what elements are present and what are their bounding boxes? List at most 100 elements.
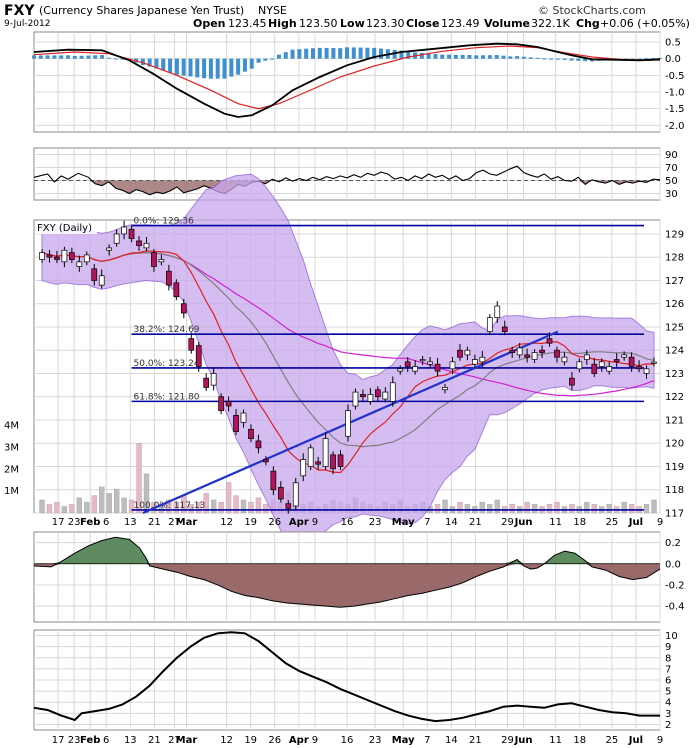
price-candle <box>554 349 560 358</box>
date-axis-label: 11 <box>549 517 562 528</box>
macd-histogram-bar <box>310 48 315 59</box>
macd-histogram-bar <box>297 49 302 59</box>
price-candle <box>218 396 224 412</box>
date-axis-label: 18 <box>573 517 586 528</box>
watermark: © StockCharts.com <box>538 4 646 17</box>
oscillator-negative-area <box>34 563 660 608</box>
price-candle <box>345 410 351 437</box>
date-axis-label: 7 <box>424 735 430 746</box>
volume-bar <box>569 504 575 514</box>
date-axis-label: 25 <box>605 517 618 528</box>
macd-histogram-bar <box>66 55 71 59</box>
macd-line <box>33 42 661 118</box>
price-y-tick-label: 120 <box>665 439 684 450</box>
price-candle <box>285 503 292 509</box>
macd-histogram-bar <box>419 52 424 59</box>
date-axis-label: Apr <box>289 517 309 528</box>
volume-bar <box>196 501 202 514</box>
price-candle <box>643 368 650 374</box>
chg-label: Chg <box>576 17 600 30</box>
lower-y-tick-label: 5 <box>665 687 671 698</box>
rsi-y-tick-label: 50 <box>665 176 678 187</box>
date-axis-label: 12 <box>220 517 233 528</box>
macd-histogram-bar <box>501 55 506 59</box>
macd-histogram-bar <box>406 51 411 59</box>
macd-histogram-bar <box>555 58 560 60</box>
volume-bar <box>509 504 515 514</box>
volume-bar <box>61 506 68 514</box>
macd-histogram-bar <box>433 54 438 59</box>
date-axis-label: 6 <box>103 735 109 746</box>
macd-histogram-bar <box>181 58 186 76</box>
macd-histogram-bar <box>637 58 642 60</box>
price-candle <box>61 249 68 263</box>
date-axis-label: Feb <box>80 735 100 746</box>
macd-histogram-bar <box>583 58 588 62</box>
date-axis-label: Jun <box>514 735 533 746</box>
price-candle <box>509 349 516 353</box>
macd-histogram-bar <box>59 55 64 59</box>
macd-histogram-bar <box>630 58 635 60</box>
date-axis-label: Mar <box>176 517 198 528</box>
macd-histogram-bar <box>215 58 220 79</box>
price-y-tick-label: 126 <box>665 299 684 310</box>
macd-histogram-bar <box>290 49 295 59</box>
macd-histogram-bar <box>528 57 533 59</box>
volume-bar <box>91 495 97 514</box>
date-axis-label: 21 <box>148 517 161 528</box>
price-candle <box>360 394 366 398</box>
macd-histogram-bar <box>331 48 336 59</box>
fibonacci-level-label: 100.0%: 117.13 <box>134 501 206 511</box>
macd-histogram-bar <box>270 58 275 60</box>
date-axis-label: 9 <box>657 735 663 746</box>
price-y-tick-label: 124 <box>665 346 684 357</box>
volume-bar <box>531 504 538 514</box>
date-axis-label: 16 <box>341 735 354 746</box>
price-candle <box>516 347 523 356</box>
price-candle <box>464 349 471 356</box>
price-candle <box>457 349 463 358</box>
price-candle <box>404 361 411 367</box>
volume-bar <box>240 499 247 514</box>
date-axis-label: 26 <box>268 735 281 746</box>
price-candle <box>628 356 635 367</box>
chart-exchange: NYSE <box>258 4 287 17</box>
macd-histogram-bar <box>38 55 43 59</box>
date-axis-label: 12 <box>220 735 233 746</box>
date-axis-label: 6 <box>103 517 109 528</box>
price-candle <box>606 366 613 372</box>
price-candle <box>98 275 105 286</box>
macd-histogram-bar <box>535 57 540 59</box>
price-candle <box>240 412 247 423</box>
price-y-tick-label: 129 <box>665 229 684 240</box>
price-candle <box>479 356 486 363</box>
macd-histogram-bar <box>100 55 105 59</box>
low-value: 123.30 <box>366 17 405 30</box>
price-y-tick-label: 123 <box>665 369 684 380</box>
volume-bar <box>554 501 560 514</box>
macd-histogram-bar <box>168 58 173 73</box>
date-axis-label: 19 <box>244 735 257 746</box>
volume-bar <box>442 499 448 514</box>
date-axis-label: 13 <box>124 517 137 528</box>
volume-bar <box>166 499 172 514</box>
price-candle <box>69 252 75 260</box>
oscillator-y-tick-label: 0.2 <box>665 538 681 549</box>
volume-bar <box>128 499 135 514</box>
volume-bar <box>173 501 179 514</box>
date-axis-label: 29 <box>501 517 514 528</box>
price-y-tick-label: 128 <box>665 253 684 264</box>
macd-histogram-bar <box>658 57 662 59</box>
volume-bar <box>643 504 650 514</box>
lower-y-tick-label: 9 <box>665 642 671 653</box>
volume-bar <box>84 501 90 514</box>
volume-bar <box>434 504 441 514</box>
price-y-tick-label: 121 <box>665 415 684 426</box>
close-value: 123.49 <box>441 17 480 30</box>
volume-bar <box>524 501 530 514</box>
price-candle <box>598 361 605 367</box>
price-panel: 1291281271261251241231221211201191181174… <box>4 173 684 549</box>
macd-histogram-bar <box>358 47 363 59</box>
volume-bar <box>606 504 612 514</box>
macd-histogram-bar <box>576 58 581 61</box>
